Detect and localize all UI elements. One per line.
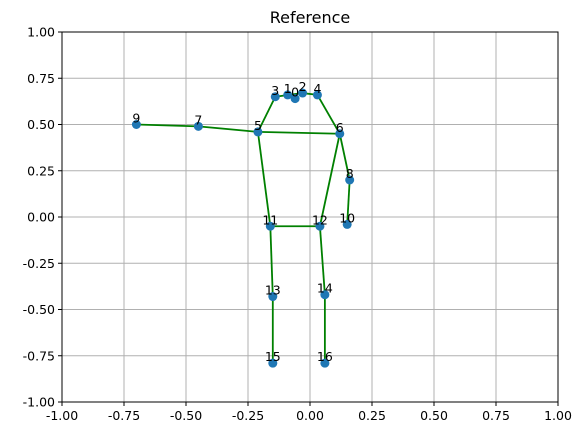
keypoint-label: 7	[194, 112, 202, 127]
y-tick-label: -0.75	[23, 348, 55, 363]
y-tick-label: 0.75	[27, 71, 55, 86]
y-tick-label: -0.25	[23, 256, 55, 271]
y-tick-label: 0.50	[27, 117, 55, 132]
y-tick-label: 0.00	[27, 210, 55, 225]
keypoint-label: 8	[346, 166, 354, 181]
keypoint-label: 12	[312, 212, 328, 227]
keypoint-label: 11	[262, 212, 278, 227]
x-tick-label: 0.75	[482, 408, 510, 423]
x-tick-label: 0.50	[420, 408, 448, 423]
keypoint-label: 6	[336, 120, 344, 135]
keypoint-label: 9	[132, 111, 140, 126]
y-tick-label: -1.00	[23, 395, 55, 410]
x-tick-label: 0.00	[296, 408, 324, 423]
keypoint-label: 10	[339, 210, 355, 225]
keypoint-label: 2	[299, 79, 307, 94]
x-tick-label: -1.00	[46, 408, 78, 423]
keypoint-label: 13	[265, 283, 281, 298]
keypoint-label: 16	[317, 349, 333, 364]
keypoint-label: 1	[284, 81, 292, 96]
keypoint-label: 14	[317, 281, 333, 296]
keypoint-label: 3	[271, 83, 279, 98]
x-tick-label: 1.00	[544, 408, 572, 423]
x-tick-label: -0.25	[232, 408, 264, 423]
chart-title: Reference	[270, 8, 351, 27]
x-tick-label: -0.75	[108, 408, 140, 423]
y-tick-label: -0.50	[23, 302, 55, 317]
y-tick-label: 1.00	[27, 25, 55, 40]
y-tick-label: 0.25	[27, 163, 55, 178]
keypoint-label: 5	[254, 118, 262, 133]
x-tick-label: 0.25	[358, 408, 386, 423]
x-tick-label: -0.50	[170, 408, 202, 423]
keypoint-label: 15	[265, 349, 281, 364]
keypoint-label: 4	[313, 81, 321, 96]
